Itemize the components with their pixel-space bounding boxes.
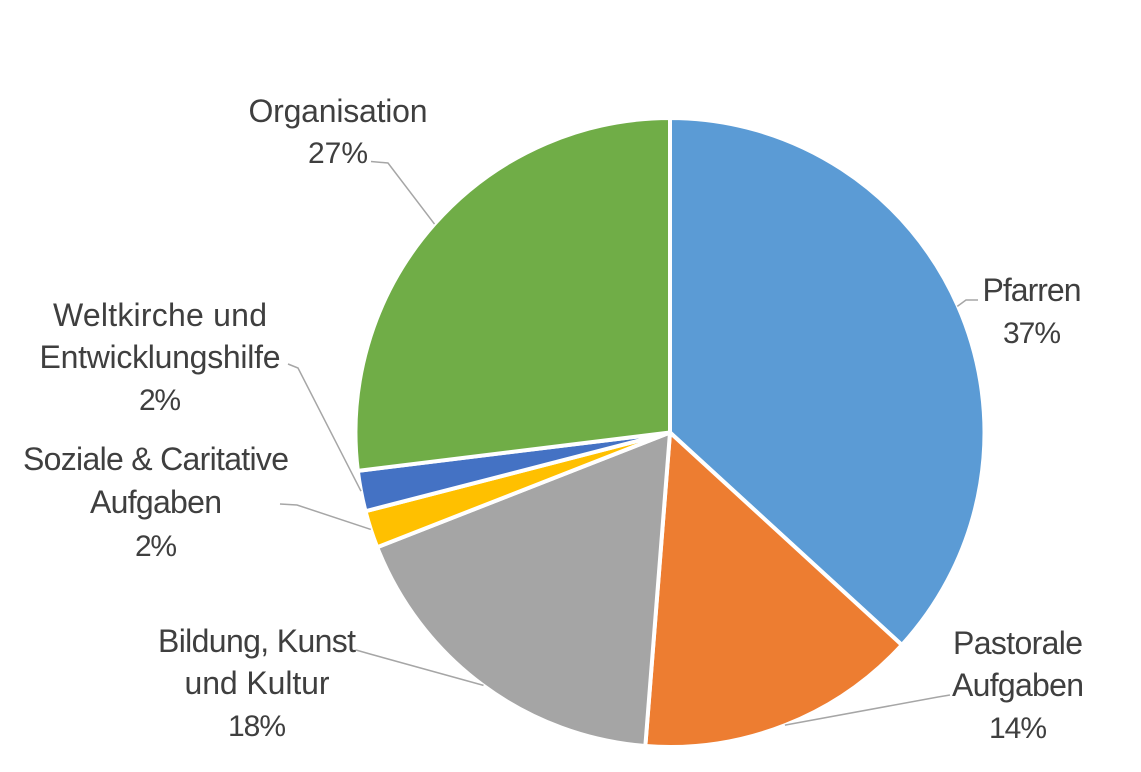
- svg-text:Weltkirche und: Weltkirche und: [53, 297, 267, 333]
- svg-text:37%: 37%: [1003, 317, 1061, 350]
- svg-text:18%: 18%: [228, 710, 286, 743]
- svg-text:2%: 2%: [139, 384, 181, 417]
- svg-text:Aufgaben: Aufgaben: [952, 667, 1084, 703]
- svg-text:14%: 14%: [989, 712, 1047, 745]
- svg-text:Entwicklungshilfe: Entwicklungshilfe: [40, 339, 281, 375]
- svg-text:Aufgaben: Aufgaben: [90, 484, 222, 520]
- svg-text:Organisation: Organisation: [249, 93, 428, 129]
- svg-text:Pastorale: Pastorale: [953, 625, 1083, 661]
- svg-text:Soziale & Caritative: Soziale & Caritative: [23, 441, 289, 477]
- svg-text:2%: 2%: [135, 530, 177, 563]
- svg-text:und Kultur: und Kultur: [185, 665, 330, 701]
- svg-text:Bildung, Kunst: Bildung, Kunst: [158, 623, 356, 659]
- svg-text:Pfarren: Pfarren: [983, 272, 1082, 308]
- svg-text:27%: 27%: [308, 137, 368, 170]
